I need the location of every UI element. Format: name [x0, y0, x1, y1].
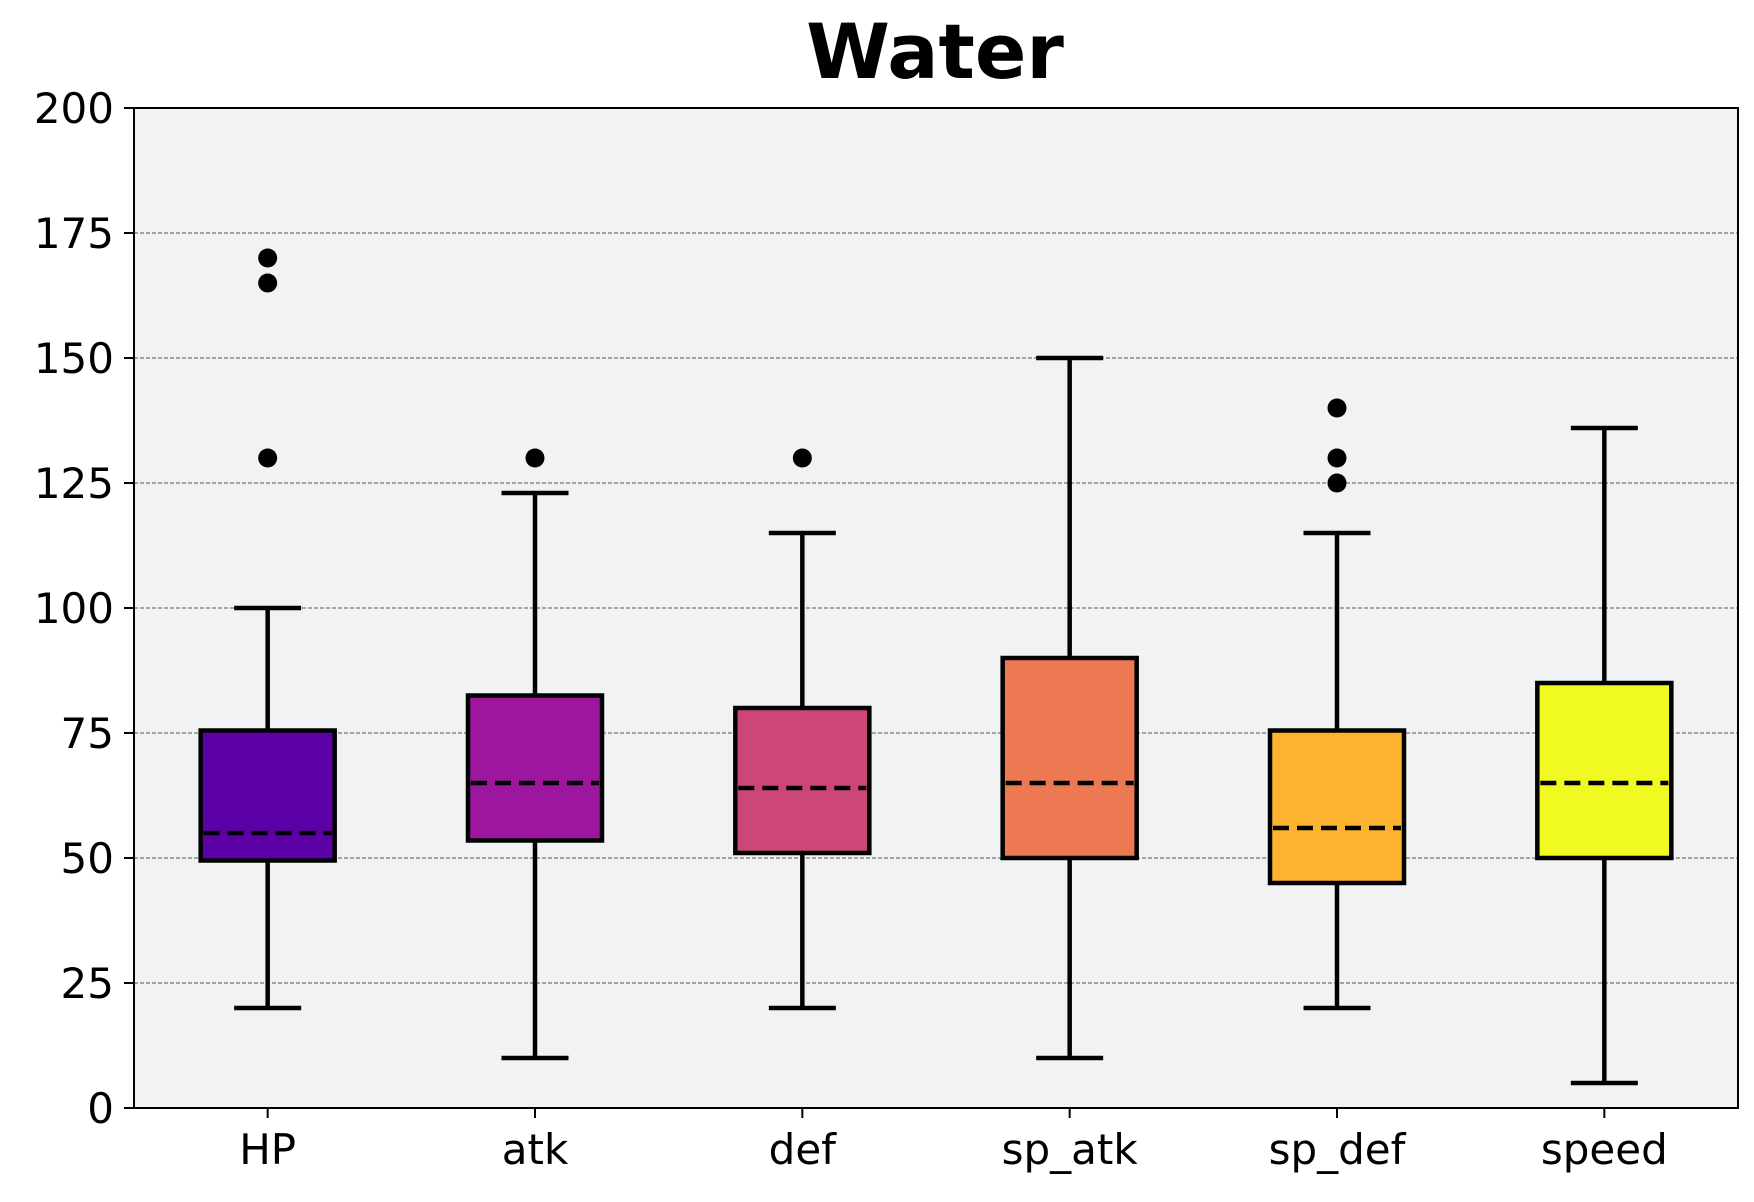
box-def	[733, 448, 872, 1011]
box-body	[1267, 728, 1407, 886]
y-tick-label: 200	[34, 84, 114, 133]
y-tick-label: 75	[61, 709, 114, 758]
y-tick-label: 125	[34, 459, 114, 508]
outlier-point	[1327, 473, 1347, 493]
box-body	[198, 728, 337, 863]
y-tick-label: 0	[87, 1084, 114, 1133]
x-tick-label: sp_atk	[1002, 1125, 1139, 1174]
box-body	[733, 705, 872, 856]
x-tick-label: speed	[1541, 1125, 1668, 1174]
y-tick-label: 150	[34, 334, 114, 383]
y-tick-label: 25	[61, 959, 114, 1008]
y-tick-label: 175	[34, 209, 114, 258]
box-speed	[1535, 425, 1674, 1086]
box-body	[1535, 680, 1674, 861]
outlier-point	[792, 448, 812, 468]
y-tick-label: 100	[34, 584, 114, 633]
box-HP	[198, 248, 337, 1011]
outlier-point	[258, 273, 278, 293]
y-tick-label: 50	[61, 834, 114, 883]
x-tick-label: def	[769, 1125, 838, 1174]
x-tick-label: sp_def	[1269, 1125, 1407, 1174]
outlier-point	[258, 448, 278, 468]
box-body	[1000, 655, 1139, 861]
x-tick-label: HP	[239, 1125, 296, 1174]
x-tick-label: atk	[502, 1125, 569, 1174]
outlier-point	[258, 248, 278, 268]
box-atk	[465, 448, 605, 1061]
outlier-point	[525, 448, 545, 468]
outlier-point	[1327, 398, 1347, 418]
box-sp_atk	[1000, 355, 1139, 1061]
outlier-point	[1327, 448, 1347, 468]
box-body	[465, 693, 605, 843]
box-sp_def	[1267, 398, 1407, 1011]
chart-title: Water	[806, 7, 1064, 96]
